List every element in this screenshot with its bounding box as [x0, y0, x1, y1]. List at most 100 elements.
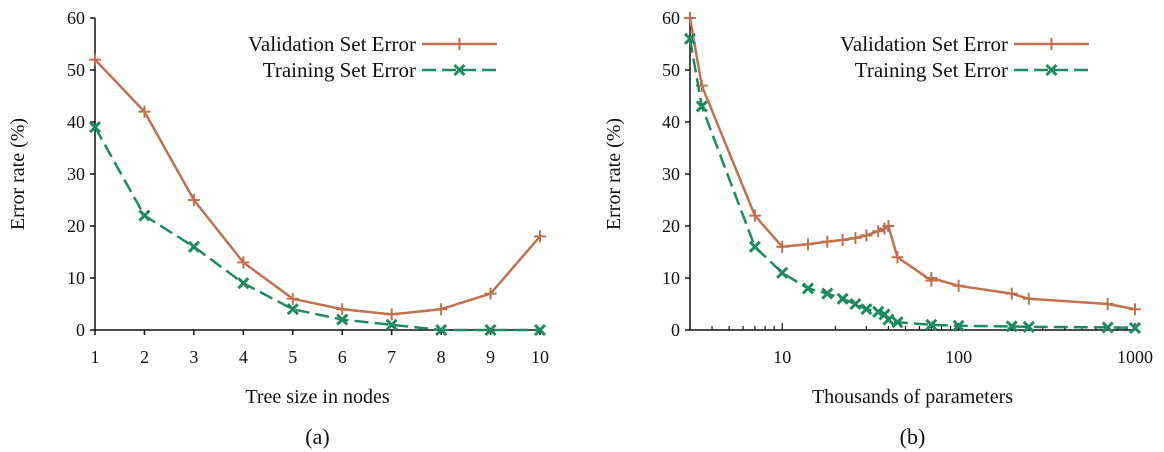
- panel-a-training-point: [138, 209, 151, 222]
- panel-a-y-tick-label: 60: [67, 8, 85, 28]
- panel-b-training-point: [849, 297, 862, 311]
- panel-a-legend-label-validation: Validation Set Error: [248, 32, 416, 56]
- panel-b-y-tick-label: 10: [662, 268, 680, 288]
- panel-b-validation-point: [872, 225, 885, 238]
- panel-a-training-point: [435, 323, 448, 337]
- panel-a-x-tick-label: 7: [387, 347, 396, 367]
- panel-b-y-tick-label: 50: [662, 60, 680, 80]
- panel-a-validation-point: [237, 256, 250, 269]
- panel-b-validation-point: [860, 229, 873, 242]
- panel-b-validation-point: [748, 209, 761, 222]
- panel-a-caption: (a): [305, 424, 329, 449]
- panel-b-validation-point: [1005, 287, 1018, 300]
- panel-b-training-point: [891, 316, 904, 329]
- panel-b-validation-point: [821, 235, 834, 248]
- panel-b-y-tick-label: 20: [662, 216, 680, 236]
- panel-b-training-point: [952, 319, 965, 332]
- panel-b-validation-point: [1129, 303, 1141, 316]
- panel-a-y-tick-label: 40: [67, 112, 85, 132]
- panel-b-training-point: [1022, 320, 1035, 333]
- panel-a-x-tick-label: 6: [338, 347, 347, 367]
- panel-b-validation-point: [1101, 298, 1114, 310]
- panel-a-training-point: [385, 318, 398, 331]
- panel-a-validation-point: [138, 105, 151, 118]
- panel-b-y-tick-label: 60: [662, 8, 680, 28]
- panel-b-validation-point: [776, 240, 789, 253]
- panel-b-legend-marker-validation: [1045, 38, 1058, 50]
- panel-b-validation-point: [836, 234, 849, 247]
- panel-a-y-tick-label: 50: [67, 60, 85, 80]
- panel-b-validation-point: [882, 220, 895, 232]
- panel-b-training-point: [836, 292, 849, 305]
- panel-a-validation-point: [534, 230, 546, 243]
- panel-a-y-tick-label: 30: [67, 164, 85, 184]
- panel-b-training-point: [872, 305, 885, 318]
- panel-a-x-tick-label: 4: [239, 347, 248, 367]
- panel-a-legend-label-training: Training Set Error: [263, 58, 416, 82]
- panel-b-y-axis-label: Error rate (%): [603, 118, 625, 230]
- panel-b-validation-point: [925, 272, 938, 284]
- panel-b-training-point: [925, 318, 938, 331]
- panel-b-training-point: [776, 266, 789, 279]
- panel-b-legend-label-training: Training Set Error: [855, 58, 1008, 82]
- panel-b-x-tick-label: 10: [773, 347, 791, 367]
- panel-a-training-point: [88, 121, 102, 134]
- panel-a-legend-marker-validation: [453, 38, 466, 50]
- panel-b-training-point: [748, 240, 761, 253]
- panel-a-validation-point: [89, 53, 101, 66]
- panel-a-x-tick-label: 3: [189, 347, 198, 367]
- panel-b-validation-point: [1022, 292, 1035, 305]
- panel-b-training-point: [860, 303, 873, 316]
- panel-a-x-axis-label: Tree size in nodes: [245, 386, 389, 408]
- panel-b-training-point: [801, 282, 815, 295]
- panel-b-x-tick-label: 1000: [1117, 347, 1153, 367]
- panel-a-x-tick-label: 9: [486, 347, 495, 367]
- panel-a-validation-point: [435, 303, 448, 316]
- panel-a-training-point: [187, 240, 200, 253]
- panel-a-x-tick-label: 8: [437, 347, 446, 367]
- panel-b-training-point: [683, 32, 697, 45]
- panel-b-y-tick-label: 40: [662, 112, 680, 132]
- panel-a-y-tick-label: 0: [76, 320, 85, 340]
- panel-a-validation-point: [286, 292, 299, 305]
- panel-b-validation-point: [684, 12, 696, 24]
- panel-a-x-tick-label: 5: [288, 347, 297, 367]
- panel-a-y-tick-label: 10: [67, 268, 85, 288]
- panel-b-training-point: [882, 313, 895, 326]
- panel-a-training-point: [286, 303, 299, 316]
- panel-a-training-point: [533, 323, 547, 337]
- panel-b-training-point: [1101, 321, 1114, 334]
- panel-b-validation-point: [849, 231, 862, 244]
- panel-b-training-point: [821, 287, 834, 300]
- panel-a-validation-line: [94, 58, 541, 316]
- panel-a-training-point: [484, 323, 497, 337]
- panel-b-validation-point: [891, 251, 904, 264]
- panel-a-validation-point: [385, 308, 398, 321]
- panel-a-legend-marker-training: [453, 63, 466, 77]
- panel-b-training-line: [688, 38, 1136, 330]
- panel-b-y-tick-label: 30: [662, 164, 680, 184]
- panel-a-x-tick-label: 2: [140, 347, 149, 367]
- panel-a-training-point: [237, 277, 250, 290]
- panel-b-training-point: [1128, 321, 1142, 334]
- panel-b-validation-point: [952, 279, 965, 292]
- panel-a-y-tick-label: 20: [67, 216, 85, 236]
- panel-a-x-tick-label: 10: [531, 347, 549, 367]
- panel-b-training-point: [1005, 320, 1018, 333]
- panel-a-x-tick-label: 1: [91, 347, 100, 367]
- panel-b-x-axis-label: Thousands of parameters: [812, 386, 1013, 408]
- panel-a-y-axis-label: Error rate (%): [7, 118, 29, 230]
- panel-b-validation-point: [802, 238, 815, 251]
- panel-a-training-point: [336, 313, 349, 326]
- panel-a-validation-point: [336, 303, 349, 316]
- panel-b-legend-marker-training: [1045, 63, 1058, 77]
- panel-a-training-line: [93, 126, 540, 332]
- panel-b-training-point: [695, 100, 708, 113]
- panel-b-y-tick-label: 0: [671, 320, 680, 340]
- panel-b-caption: (b): [900, 424, 926, 449]
- panel-a-validation-point: [484, 287, 497, 300]
- panel-b-legend-label-validation: Validation Set Error: [840, 32, 1008, 56]
- panel-b-x-tick-label: 100: [945, 347, 972, 367]
- panel-a-validation-point: [187, 194, 200, 206]
